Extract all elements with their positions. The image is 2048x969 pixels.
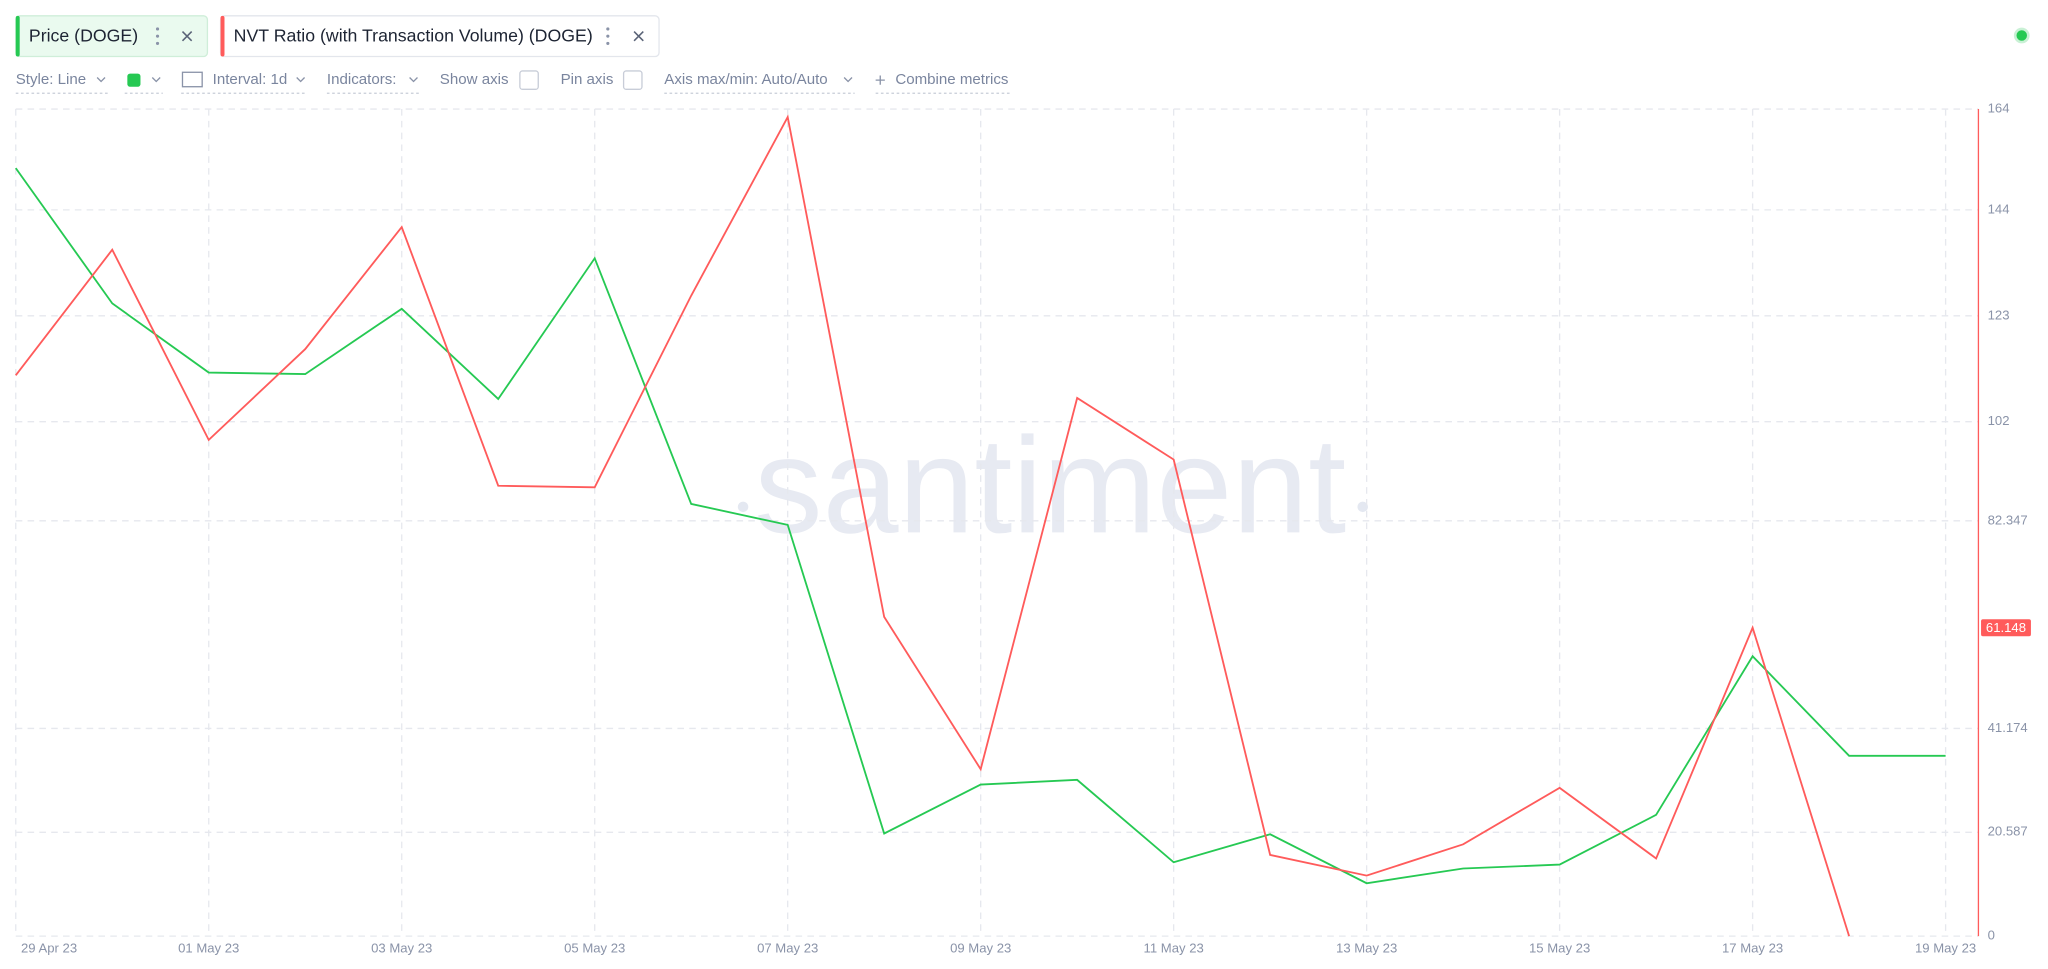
y-tick-label: 20.587 [1988, 824, 2028, 839]
combine-button[interactable]: Combine metrics [895, 71, 1008, 88]
value-badge-label: 61.148 [1986, 620, 2026, 635]
menu-icon[interactable] [606, 27, 610, 45]
chevrons [96, 77, 853, 83]
style-dropdown[interactable]: Style: Line [16, 71, 86, 88]
series-line [15, 114, 1850, 937]
series-line [15, 167, 1946, 885]
y-tick-label: 0 [1988, 928, 1995, 943]
pin-axis-label[interactable]: Pin axis [561, 71, 614, 88]
value-badge [1981, 619, 2031, 637]
metric-chip[interactable]: Price (DOGE) [15, 15, 209, 58]
close-icon[interactable] [181, 31, 193, 42]
x-tick-label: 11 May 23 [1144, 941, 1204, 956]
axis-range-dropdown[interactable]: Axis max/min: Auto/Auto [664, 71, 827, 88]
x-tick-label: 05 May 23 [564, 941, 625, 956]
y-tick-label: 82.347 [1988, 512, 2028, 527]
x-tick-label: 07 May 23 [757, 941, 818, 956]
x-tick-label: 03 May 23 [371, 941, 432, 956]
y-tick-label: 144 [1988, 201, 2010, 216]
metric-chip[interactable]: NVT Ratio (with Transaction Volume) (DOG… [219, 15, 660, 58]
x-tick-label: 01 May 23 [178, 941, 239, 956]
interval-dropdown[interactable]: Interval: 1d [213, 71, 288, 88]
menu-icon[interactable] [155, 27, 160, 45]
x-tick-label: 17 May 23 [1722, 941, 1783, 956]
chip-color [15, 15, 20, 57]
status-dot [2013, 27, 2030, 44]
plus-icon [875, 75, 885, 85]
y-tick-label: 102 [1988, 413, 2010, 428]
watermark-dot [737, 501, 749, 513]
interval-icon [181, 71, 203, 88]
y-tick-label: 41.174 [1988, 720, 2028, 735]
chip-label: NVT Ratio (with Transaction Volume) (DOG… [234, 26, 593, 46]
indicators-dropdown[interactable]: Indicators: [327, 71, 397, 88]
close-icon[interactable] [633, 31, 644, 42]
y-tick-label: 123 [1988, 307, 2010, 322]
color-picker[interactable] [127, 73, 141, 87]
x-tick-label: 09 May 23 [950, 941, 1011, 956]
chip-color [220, 15, 225, 57]
show-axis-checkbox[interactable] [519, 70, 539, 90]
x-tick-label: 15 May 23 [1529, 941, 1590, 956]
x-tick-label: 13 May 23 [1336, 941, 1397, 956]
y-tick-label: 164 [1988, 101, 2010, 116]
x-tick-label: 29 Apr 23 [21, 941, 77, 956]
watermark-dot [1357, 501, 1368, 513]
watermark: santiment [754, 408, 1346, 561]
x-tick-label: 19 May 23 [1915, 941, 1976, 956]
show-axis-label[interactable]: Show axis [440, 71, 509, 88]
pin-axis-checkbox[interactable] [622, 70, 643, 90]
chip-label: Price (DOGE) [29, 26, 138, 46]
